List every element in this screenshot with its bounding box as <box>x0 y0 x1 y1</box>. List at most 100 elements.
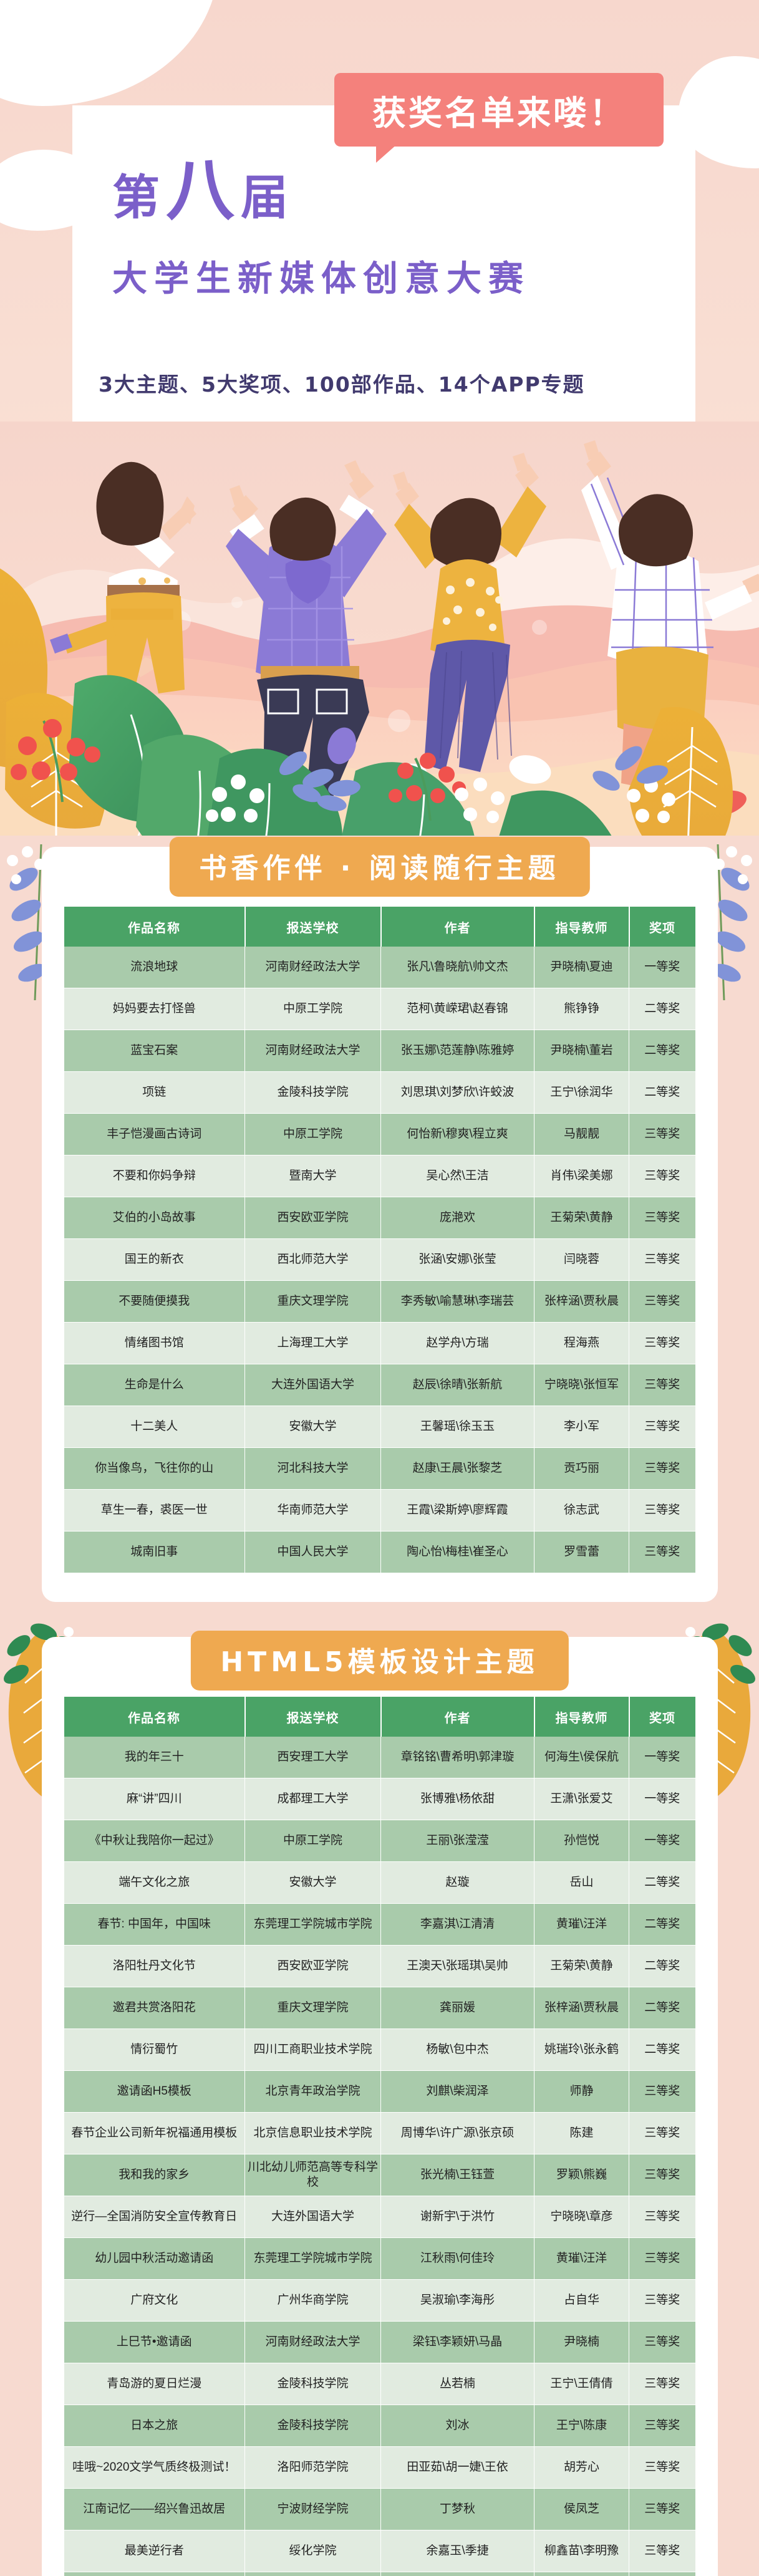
table-row: 艾伯的小岛故事 西安欧亚学院 庞滟欢 王菊荣\黄静 三等奖 <box>64 1197 695 1239</box>
table-row: 春节企业公司新年祝福通用模板 北京信息职业技术学院 周博华\许广源\张京硕 陈建 三等奖 <box>64 2112 695 2154</box>
cell-school: 绥化学院 <box>244 2572 381 2576</box>
cell-award: 三等奖 <box>629 2154 695 2196</box>
col-header-advisor: 指导教师 <box>534 907 630 947</box>
cell-author: 张玉娜\范莲静\陈雅婷 <box>380 1030 534 1072</box>
cell-advisor: 姚瑞玲\张永鹤 <box>534 2028 629 2071</box>
decor-blob-top-left <box>0 0 218 106</box>
cell-author: 章铭铭\曹希明\郭津璇 <box>380 1737 534 1778</box>
col-header-author: 作者 <box>380 1697 535 1737</box>
cell-advisor: 贡巧丽 <box>534 1447 629 1490</box>
award-announcement-badge: 获奖名单来喽！ <box>334 73 664 163</box>
cell-advisor: 王菊荣\黄静 <box>534 1945 629 1987</box>
cell-work-name: 逆行—全国消防安全宣传教育日 <box>64 2196 245 2238</box>
col-header-school: 报送学校 <box>244 907 382 947</box>
awards-table-reading: 作品名称 报送学校 作者 指导教师 奖项 流浪地球 河南财经政法大学 张凡\鲁晓航\… <box>64 907 695 1573</box>
cell-author: 刘冰 <box>380 2405 534 2447</box>
cell-work-name: 妈妈要去打怪兽 <box>64 988 245 1030</box>
cell-award: 一等奖 <box>629 1778 695 1820</box>
cell-award: 三等奖 <box>629 1280 695 1323</box>
cell-work-name: 麻“讲”四川 <box>64 1778 245 1820</box>
table-row: 哇哦~2020文学气质终极测试！ 洛阳师范学院 田亚茹\胡一婕\王依 胡芳心 三等奖 <box>64 2446 695 2489</box>
cell-author: 张博雅\杨依甜 <box>380 1778 534 1820</box>
cell-work-name: 项链 <box>64 1071 245 1114</box>
cell-school: 河北科技大学 <box>244 1447 381 1490</box>
cell-work-name: 《中秋让我陪你一起过》 <box>64 1820 245 1862</box>
cell-school: 安徽大学 <box>244 1861 381 1904</box>
cell-author: 梁钰\李颖妍\马晶 <box>380 2321 534 2363</box>
cell-award: 三等奖 <box>629 1238 695 1281</box>
cell-author: 王丽\张滢滢 <box>380 1820 534 1862</box>
col-header-advisor: 指导教师 <box>534 1697 630 1737</box>
table-row: 江南记忆——绍兴鲁迅故居 宁波财经学院 丁梦秋 侯凤芝 三等奖 <box>64 2488 695 2530</box>
table-row: 流浪地球 河南财经政法大学 张凡\鲁晓航\帅文杰 尹晓楠\夏迪 一等奖 <box>64 947 695 988</box>
cell-award: 一等奖 <box>629 947 695 988</box>
award-announcement-label: 获奖名单来喽！ <box>372 93 626 133</box>
table-row: 邀请函H5模板 北京青年政治学院 刘麒\柴润泽 师静 三等奖 <box>64 2070 695 2113</box>
cell-author: 赵璇 <box>380 1861 534 1904</box>
awards-table-html5: 作品名称 报送学校 作者 指导教师 奖项 我的年三十 西安理工大学 章铭铭\曹希明\… <box>64 1697 695 2576</box>
cell-work-name: 我的年三十 <box>64 1737 245 1778</box>
title-edition-suffix: 届 <box>241 170 294 225</box>
person-girl-left <box>50 461 196 695</box>
cell-author: 王澳天\张瑶琪\吴帅 <box>380 1945 534 1987</box>
cell-work-name: 不要随便摸我 <box>64 1280 245 1323</box>
cell-award: 三等奖 <box>629 2237 695 2280</box>
cell-school: 西安欧亚学院 <box>244 1197 381 1239</box>
table-row: 国王的新衣 西北师范大学 张涵\安娜\张莹 闫晓蓉 三等奖 <box>64 1238 695 1281</box>
cell-advisor: 张梓涵\贾秋晨 <box>534 1987 629 2029</box>
cell-work-name: 端午文化之旅 <box>64 1861 245 1904</box>
cell-award: 三等奖 <box>629 2070 695 2113</box>
cell-school: 重庆文理学院 <box>244 1280 381 1323</box>
cell-award: 三等奖 <box>629 1155 695 1197</box>
cell-school: 东莞理工学院城市学院 <box>244 2237 381 2280</box>
cell-work-name: 生命是什么 <box>64 1364 245 1406</box>
cell-work-name: 国王的新衣 <box>64 1238 245 1281</box>
section-title-reading-label: 书香作伴 · 阅读随行主题 <box>199 852 560 884</box>
table-body-html5: 我的年三十 西安理工大学 章铭铭\曹希明\郭津璇 何海生\侯保航 一等奖 麻“讲”四川 成都… <box>64 1737 695 2576</box>
cell-award: 三等奖 <box>629 1406 695 1448</box>
cell-author: 何怡新\穆爽\程立爽 <box>380 1113 534 1155</box>
cell-work-name: 流浪地球 <box>64 947 245 988</box>
white-berry-sprigs <box>206 774 675 823</box>
col-header-work-name: 作品名称 <box>64 907 246 947</box>
illustration-svg <box>0 422 759 836</box>
cell-school: 北京青年政治学院 <box>244 2070 381 2113</box>
cell-author: 张凡\鲁晓航\帅文杰 <box>380 947 534 988</box>
col-header-author: 作者 <box>380 907 535 947</box>
cell-author: 刘麒\柴润泽 <box>380 2070 534 2113</box>
cell-work-name: 丰子恺漫画古诗词 <box>64 1113 245 1155</box>
table-row: 项链 金陵科技学院 刘思琪\刘梦欣\许蛟波 王宁\徐润华 二等奖 <box>64 1071 695 1114</box>
cell-school: 中原工学院 <box>244 1113 381 1155</box>
cell-school: 西北师范大学 <box>244 1238 381 1281</box>
cell-school: 四川工商职业技术学院 <box>244 2028 381 2071</box>
cell-author: 刘思琪\刘梦欣\许蛟波 <box>380 1071 534 1114</box>
title-edition-number: 八 <box>166 150 241 230</box>
cell-school: 金陵科技学院 <box>244 2363 381 2405</box>
table-row: 洛阳牡丹文化节 西安欧亚学院 王澳天\张瑶琪\吴帅 王菊荣\黄静 二等奖 <box>64 1945 695 1987</box>
cell-author: 周博华\许广源\张京硕 <box>380 2112 534 2154</box>
cell-award: 三等奖 <box>629 2488 695 2530</box>
blue-leaf-sprig <box>279 746 669 811</box>
title-edition-prefix: 第 <box>112 170 166 225</box>
cell-school: 重庆文理学院 <box>244 1987 381 2029</box>
table-row: 上巳节•邀请函 河南财经政法大学 梁钰\李颖妍\马晶 尹晓楠 三等奖 <box>64 2321 695 2363</box>
cell-school: 东莞理工学院城市学院 <box>244 1903 381 1946</box>
cell-advisor: 罗颖\熊巍 <box>534 2154 629 2196</box>
cell-school: 上海理工大学 <box>244 1322 381 1364</box>
cell-work-name: 蓝宝石案 <box>64 1030 245 1072</box>
cell-work-name: 草生一春，裘医一世 <box>64 1489 245 1532</box>
cell-advisor: 柳鑫苗\李明豫 <box>534 2572 629 2576</box>
cell-work-name: 哇哦~2020文学气质终极测试！ <box>64 2446 245 2489</box>
cell-school: 大连外国语大学 <box>244 1364 381 1406</box>
table-row: 逆行—全国消防安全宣传教育日 大连外国语大学 谢新宇\于洪竹 宁晓晓\章彦 三等奖 <box>64 2196 695 2238</box>
cell-award: 三等奖 <box>629 2112 695 2154</box>
cell-school: 绥化学院 <box>244 2530 381 2572</box>
table-row: 情衍蜀竹 四川工商职业技术学院 杨敏\包中杰 姚瑞玲\张永鹤 二等奖 <box>64 2028 695 2071</box>
table-row: 我和我的家乡 川北幼儿师范高等专科学校 张光楠\王钰萱 罗颖\熊巍 三等奖 <box>64 2154 695 2196</box>
cell-award: 三等奖 <box>629 2321 695 2363</box>
cell-school: 中原工学院 <box>244 1820 381 1862</box>
cell-advisor: 王菊荣\黄静 <box>534 1197 629 1239</box>
cell-award: 三等奖 <box>629 2405 695 2447</box>
table-row: 草生一春，裘医一世 华南师范大学 王霞\梁斯婷\廖辉霞 徐志武 三等奖 <box>64 1489 695 1532</box>
